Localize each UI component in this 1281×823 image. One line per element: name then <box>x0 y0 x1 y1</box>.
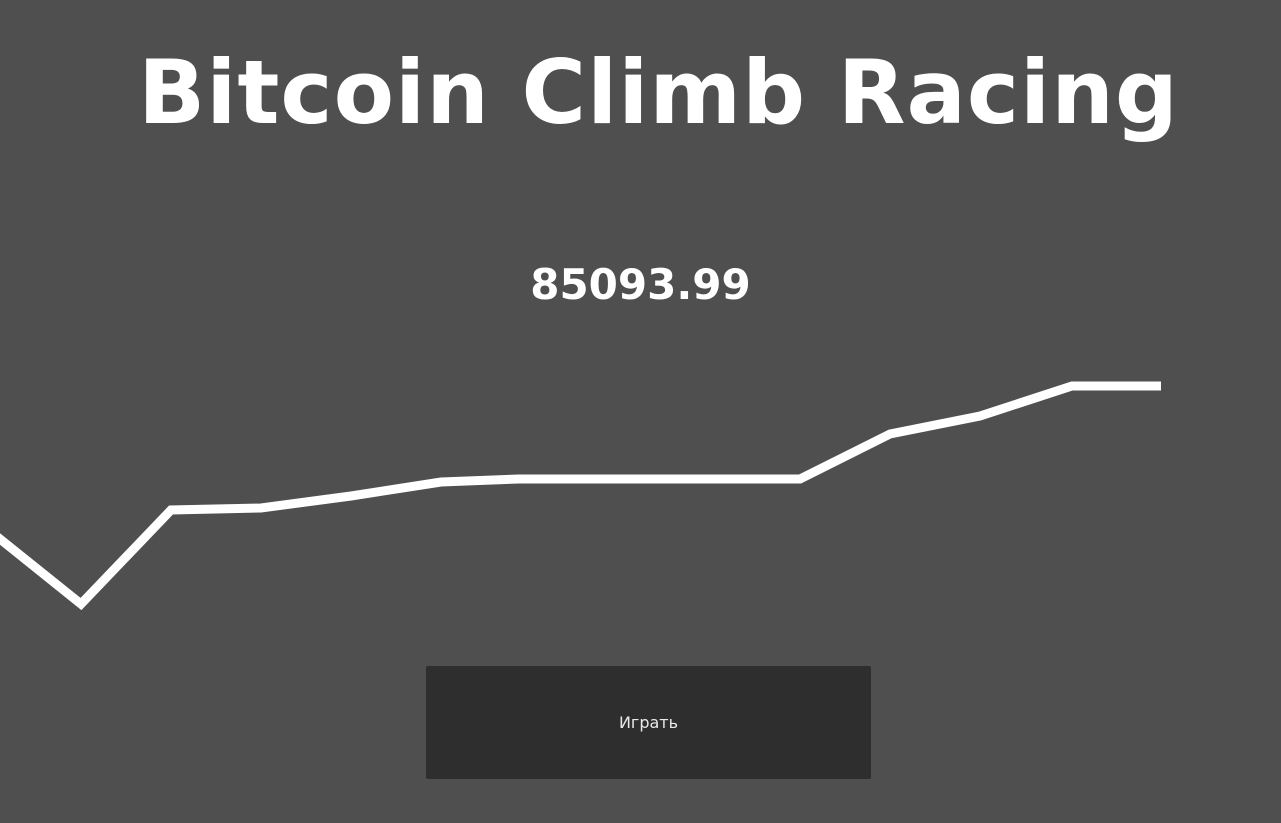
bitcoin-price: 85093.99 <box>530 260 751 309</box>
game-title: Bitcoin Climb Racing <box>138 41 1179 144</box>
play-button[interactable]: Играть <box>426 666 871 779</box>
track-line <box>0 381 1161 611</box>
